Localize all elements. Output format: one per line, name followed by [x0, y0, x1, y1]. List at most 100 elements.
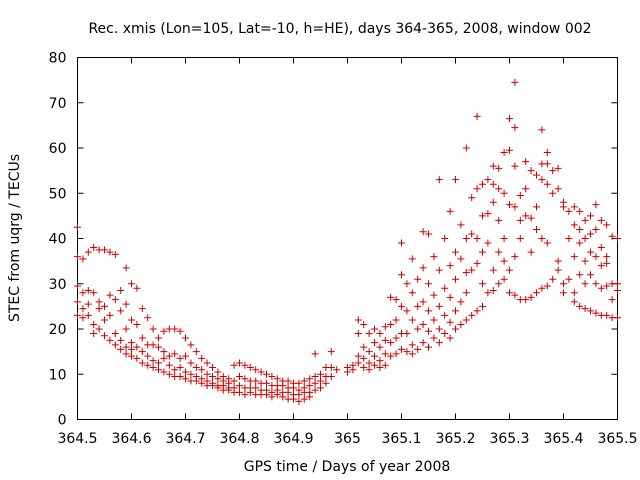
- data-point: [333, 366, 341, 374]
- data-point: [317, 377, 324, 385]
- data-point: [209, 363, 216, 371]
- data-point: [101, 316, 108, 324]
- data-point: [576, 207, 584, 215]
- data-point: [138, 348, 146, 356]
- data-point: [165, 361, 173, 369]
- data-point: [560, 203, 567, 211]
- data-point: [295, 379, 303, 387]
- data-point: [403, 348, 411, 356]
- x-tick-label: 364.8: [219, 431, 259, 447]
- data-point: [117, 345, 125, 353]
- data-point: [284, 388, 292, 396]
- x-tick-label: 365.1: [381, 431, 421, 447]
- data-point: [149, 363, 157, 371]
- data-point: [516, 235, 524, 242]
- data-point: [419, 320, 427, 328]
- y-tick-label: 50: [49, 186, 67, 202]
- data-point: [84, 311, 92, 319]
- data-point: [106, 291, 114, 299]
- data-point: [290, 395, 297, 403]
- data-point: [500, 275, 508, 283]
- data-point: [570, 298, 578, 306]
- data-point: [527, 214, 535, 222]
- y-tick-label: 60: [49, 141, 67, 157]
- data-point: [538, 235, 546, 242]
- data-point: [133, 343, 141, 351]
- data-point: [236, 388, 243, 396]
- data-point: [511, 291, 519, 299]
- data-point: [376, 357, 384, 365]
- data-point: [214, 375, 222, 383]
- data-point: [430, 253, 438, 261]
- data-point: [570, 253, 578, 261]
- y-tick-label: 10: [49, 367, 67, 383]
- data-point: [597, 244, 605, 252]
- data-point: [479, 248, 486, 256]
- data-point: [435, 266, 443, 274]
- data-point: [317, 384, 324, 392]
- data-point: [187, 341, 195, 349]
- data-point: [149, 341, 157, 349]
- data-point: [430, 316, 438, 324]
- data-point: [479, 180, 486, 188]
- data-point: [489, 180, 497, 188]
- data-point: [549, 167, 557, 175]
- data-point: [403, 307, 411, 315]
- data-point: [354, 330, 362, 338]
- data-point: [592, 201, 600, 209]
- y-tick-label: 20: [49, 322, 67, 338]
- data-point: [392, 334, 400, 342]
- data-point: [554, 185, 562, 193]
- data-point: [230, 377, 238, 385]
- data-point: [176, 363, 184, 371]
- x-tick-label: 365.4: [543, 431, 583, 447]
- data-point: [268, 393, 276, 401]
- data-point: [587, 248, 594, 256]
- data-point: [452, 176, 459, 184]
- data-point: [527, 293, 535, 301]
- data-point: [160, 348, 168, 356]
- data-point: [435, 176, 443, 184]
- data-point: [608, 296, 616, 304]
- data-point: [468, 230, 476, 238]
- data-point: [128, 345, 135, 353]
- data-point: [543, 149, 551, 157]
- data-point: [138, 334, 146, 342]
- data-point: [581, 257, 589, 265]
- data-point: [381, 336, 389, 344]
- data-point: [354, 359, 362, 367]
- data-point: [155, 343, 162, 351]
- data-point: [398, 345, 405, 353]
- data-point: [549, 275, 557, 283]
- x-tick-label: 365.3: [489, 431, 529, 447]
- data-point: [122, 264, 130, 272]
- data-point: [408, 255, 416, 263]
- data-point: [516, 192, 524, 200]
- data-point: [295, 391, 303, 399]
- data-point: [425, 327, 432, 335]
- data-point: [176, 373, 184, 381]
- data-point: [74, 223, 81, 231]
- data-point: [360, 320, 368, 328]
- data-point: [273, 375, 281, 383]
- data-point: [300, 377, 308, 385]
- data-point: [203, 370, 211, 378]
- data-point: [79, 314, 87, 322]
- data-point: [257, 368, 265, 376]
- data-point: [570, 203, 578, 211]
- data-point: [160, 368, 168, 376]
- data-point: [500, 189, 508, 197]
- data-point: [311, 373, 319, 381]
- data-point: [300, 395, 308, 403]
- data-point: [462, 289, 470, 297]
- data-point: [452, 248, 459, 256]
- data-point: [171, 350, 179, 358]
- data-point: [111, 341, 119, 349]
- data-point: [365, 330, 373, 338]
- x-tick-label: 364.9: [273, 431, 313, 447]
- data-point: [570, 221, 578, 229]
- data-point: [387, 293, 395, 301]
- data-point: [376, 330, 384, 338]
- data-point: [414, 302, 422, 310]
- data-point: [511, 78, 519, 86]
